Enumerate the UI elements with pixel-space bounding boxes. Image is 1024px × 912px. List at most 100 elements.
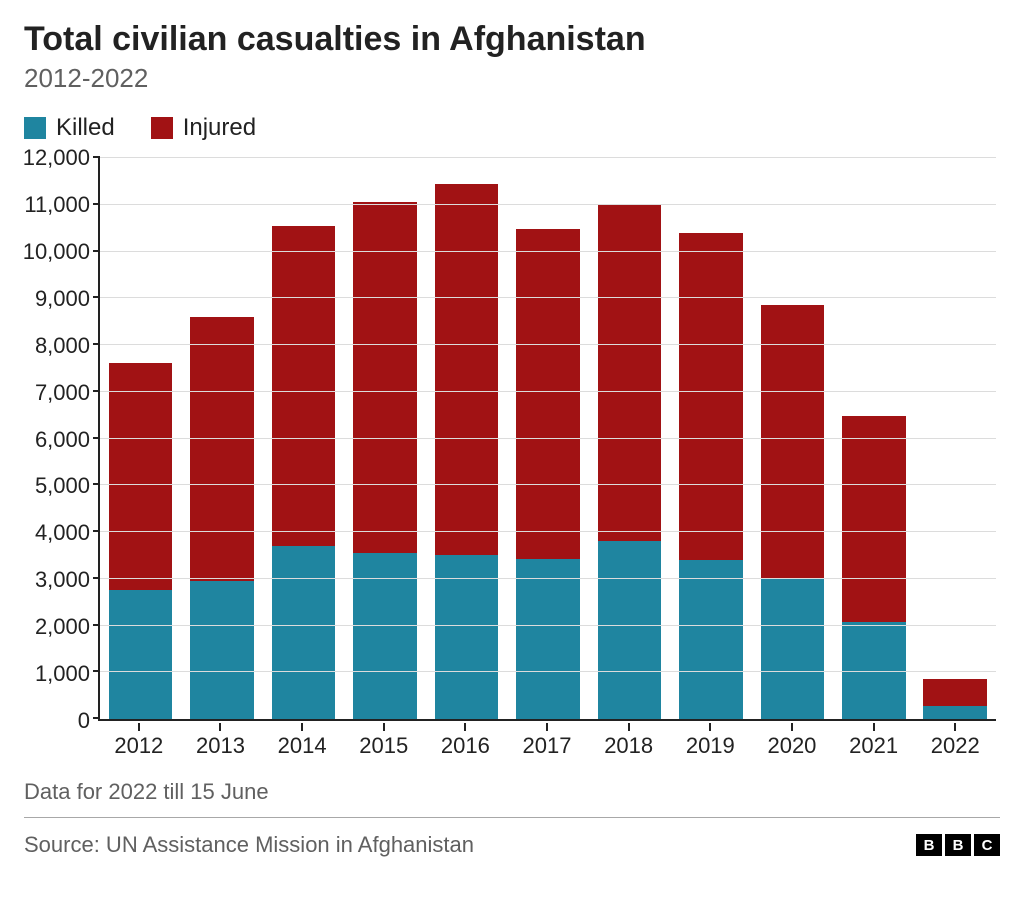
bar (679, 233, 743, 719)
gridline (100, 391, 996, 392)
x-axis: 2012201320142015201620172018201920202021… (98, 725, 996, 761)
gridline (100, 578, 996, 579)
legend-swatch-killed (24, 117, 46, 139)
y-tick-label: 9,000 (35, 288, 90, 310)
bar-segment-injured (679, 233, 743, 560)
bar-segment-injured (272, 226, 336, 546)
bar-segment-killed (679, 560, 743, 719)
gridline (100, 297, 996, 298)
x-tick-label: 2013 (180, 725, 262, 761)
x-tick-mark (301, 723, 303, 731)
legend-item-killed: Killed (24, 114, 115, 142)
bar-slot (100, 158, 181, 719)
x-tick-label: 2021 (833, 725, 915, 761)
bbc-logo-letter: B (916, 834, 942, 856)
x-tick-mark (219, 723, 221, 731)
gridline (100, 157, 996, 158)
bar-segment-killed (109, 590, 173, 719)
chart-title: Total civilian casualties in Afghanistan (24, 20, 1000, 59)
bar-slot (507, 158, 588, 719)
chart-note: Data for 2022 till 15 June (24, 767, 1000, 818)
bar-segment-injured (109, 363, 173, 591)
y-tick-mark (93, 670, 100, 672)
legend-label-injured: Injured (183, 114, 256, 142)
source-text: Source: UN Assistance Mission in Afghani… (24, 832, 474, 858)
bar-segment-killed (516, 559, 580, 719)
x-tick-mark (954, 723, 956, 731)
gridline (100, 625, 996, 626)
y-tick-label: 12,000 (23, 147, 90, 169)
bar-segment-injured (761, 305, 825, 578)
plot-area (98, 158, 996, 721)
bar-segment-injured (435, 184, 499, 556)
bars-container (100, 158, 996, 719)
bar-slot (589, 158, 670, 719)
bar-segment-injured (842, 416, 906, 622)
bar-slot (752, 158, 833, 719)
bar-segment-killed (190, 581, 254, 719)
bar (109, 363, 173, 719)
gridline (100, 531, 996, 532)
x-tick-label: 2017 (506, 725, 588, 761)
x-tick-label: 2018 (588, 725, 670, 761)
x-tick-label: 2016 (425, 725, 507, 761)
bar-slot (263, 158, 344, 719)
bar (761, 305, 825, 719)
y-tick-label: 7,000 (35, 382, 90, 404)
bar-segment-injured (516, 229, 580, 559)
bar (516, 229, 580, 719)
x-tick-label: 2015 (343, 725, 425, 761)
x-tick-label: 2012 (98, 725, 180, 761)
bar-segment-injured (923, 679, 987, 706)
bbc-logo-letter: B (945, 834, 971, 856)
bar-segment-killed (598, 541, 662, 719)
x-tick-label: 2020 (751, 725, 833, 761)
bar-segment-injured (598, 205, 662, 542)
chart-area: 01,0002,0003,0004,0005,0006,0007,0008,00… (24, 158, 1000, 761)
y-tick-mark (93, 390, 100, 392)
legend-label-killed: Killed (56, 114, 115, 142)
y-tick-mark (93, 250, 100, 252)
bar-slot (670, 158, 751, 719)
legend: Killed Injured (24, 114, 1000, 142)
bar-segment-killed (761, 578, 825, 719)
x-tick-label: 2019 (669, 725, 751, 761)
bar-slot (344, 158, 425, 719)
y-tick-mark (93, 530, 100, 532)
bar (435, 184, 499, 719)
bar-slot (426, 158, 507, 719)
bar-slot (833, 158, 914, 719)
y-axis: 01,0002,0003,0004,0005,0006,0007,0008,00… (24, 158, 98, 721)
y-tick-mark (93, 203, 100, 205)
bar-segment-killed (435, 555, 499, 719)
x-tick-mark (383, 723, 385, 731)
chart-subtitle: 2012-2022 (24, 63, 1000, 94)
x-tick-mark (628, 723, 630, 731)
x-tick-mark (546, 723, 548, 731)
y-tick-mark (93, 296, 100, 298)
bar-slot (181, 158, 262, 719)
y-tick-mark (93, 624, 100, 626)
y-tick-label: 10,000 (23, 241, 90, 263)
y-tick-mark (93, 577, 100, 579)
y-tick-mark (93, 437, 100, 439)
bar (923, 679, 987, 719)
x-tick-mark (873, 723, 875, 731)
y-tick-mark (93, 156, 100, 158)
y-tick-label: 2,000 (35, 616, 90, 638)
x-tick-label: 2022 (914, 725, 996, 761)
bar-slot (915, 158, 996, 719)
legend-item-injured: Injured (151, 114, 256, 142)
gridline (100, 204, 996, 205)
y-tick-label: 1,000 (35, 663, 90, 685)
gridline (100, 438, 996, 439)
y-tick-mark (93, 717, 100, 719)
bar (190, 317, 254, 719)
bar (353, 202, 417, 719)
bar-segment-injured (190, 317, 254, 581)
y-tick-label: 3,000 (35, 569, 90, 591)
bar (842, 416, 906, 719)
x-tick-mark (709, 723, 711, 731)
y-tick-label: 6,000 (35, 429, 90, 451)
y-tick-label: 4,000 (35, 522, 90, 544)
